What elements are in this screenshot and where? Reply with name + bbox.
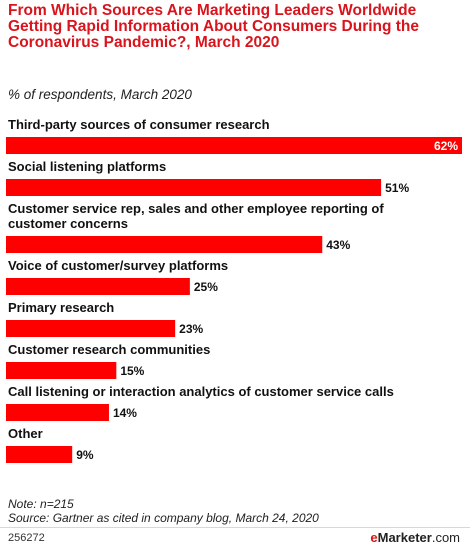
value-label: 51% [385, 181, 409, 195]
note-text: Note: n=215 [8, 497, 74, 511]
emarketer-logo: eMarketer.com [370, 530, 460, 545]
category-label: Other [8, 426, 43, 441]
value-label: 14% [113, 406, 137, 420]
category-label: customer concerns [8, 216, 128, 231]
category-label: Primary research [8, 300, 114, 315]
category-label: Social listening platforms [8, 159, 166, 174]
bar [6, 137, 462, 154]
value-label: 62% [434, 139, 458, 153]
value-label: 9% [76, 448, 94, 462]
category-label: Third-party sources of consumer research [8, 117, 270, 132]
footer-divider [0, 527, 470, 528]
category-label: Voice of customer/survey platforms [8, 258, 228, 273]
chart-title: From Which Sources Are Marketing Leaders… [8, 2, 420, 51]
value-label: 43% [326, 238, 350, 252]
value-label: 23% [179, 322, 203, 336]
bar [6, 446, 73, 463]
bar [6, 179, 382, 196]
category-label: Customer research communities [8, 342, 210, 357]
chart-subtitle: % of respondents, March 2020 [8, 87, 192, 102]
logo-suffix: .com [431, 530, 460, 545]
bar [6, 362, 117, 379]
category-label: Customer service rep, sales and other em… [8, 201, 384, 216]
bar [6, 278, 190, 295]
logo-prefix: e [370, 530, 378, 545]
source-text: Source: Gartner as cited in company blog… [8, 511, 319, 525]
bar [6, 236, 323, 253]
value-label: 25% [194, 280, 218, 294]
chart-id: 256272 [8, 532, 45, 544]
logo-name: Marketer [377, 530, 432, 545]
bar [6, 404, 109, 421]
category-label: Call listening or interaction analytics … [8, 384, 394, 399]
bar-chart: Third-party sources of consumer research… [6, 117, 462, 463]
bar [6, 320, 176, 337]
value-label: 15% [120, 364, 144, 378]
